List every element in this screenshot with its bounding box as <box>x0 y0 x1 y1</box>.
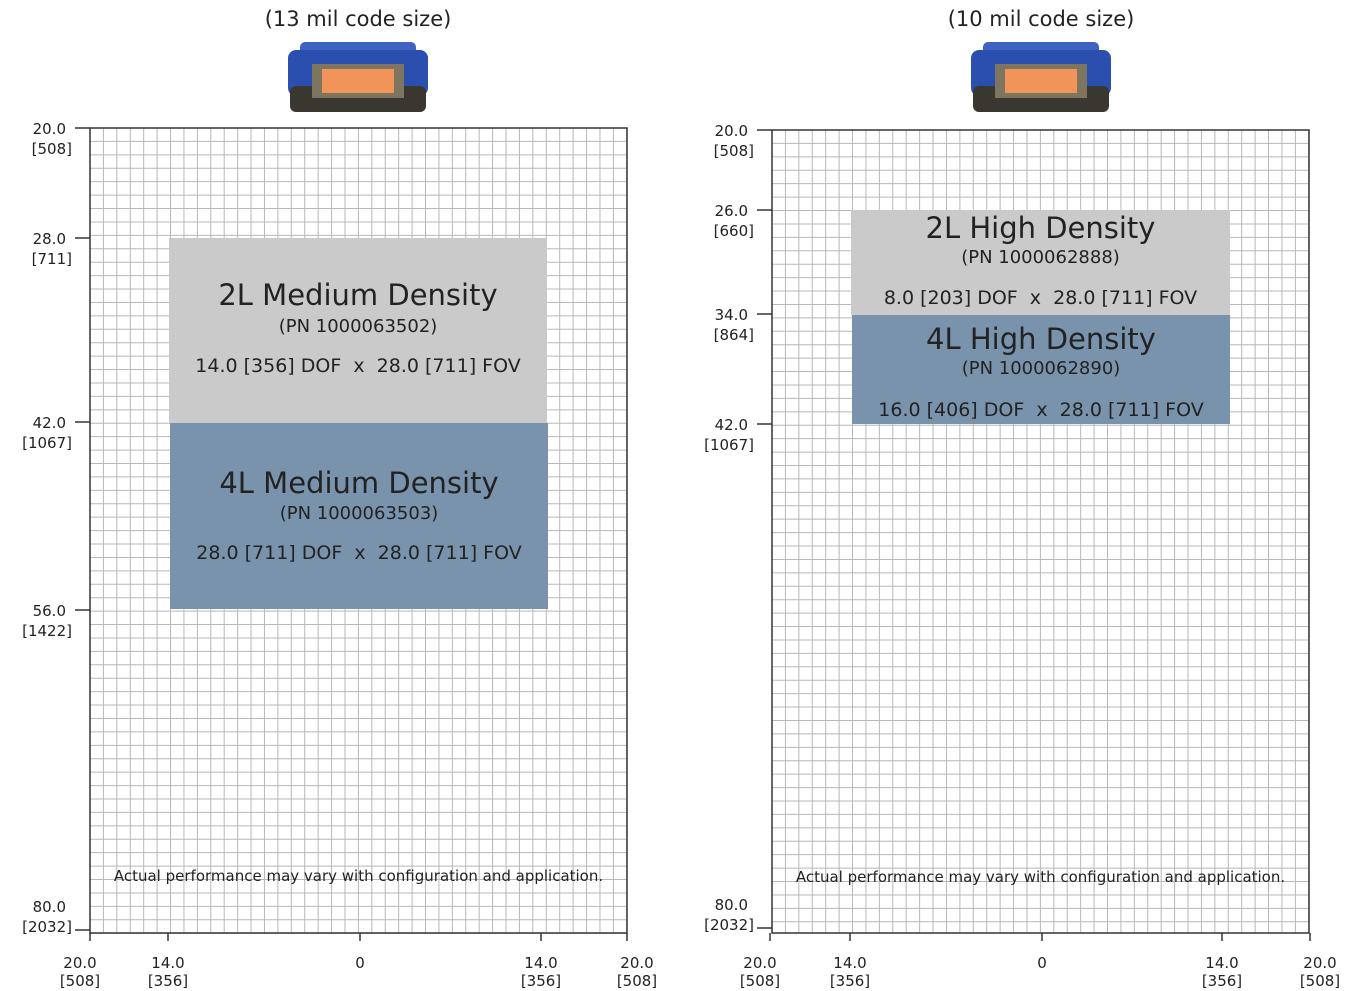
zone-spec: 16.0 [406] DOF x 28.0 [711] FOV <box>878 399 1203 421</box>
zone-name: 2L High Density <box>926 211 1156 245</box>
x-tick-label: 20.0 <box>743 954 776 972</box>
x-tick-metric: [508] <box>1300 972 1340 990</box>
x-tick-metric: [508] <box>740 972 780 990</box>
zone-spec: 14.0 [356] DOF x 28.0 [711] FOV <box>195 355 520 377</box>
zone-part-number: (PN 1000063502) <box>279 316 438 337</box>
x-tick-label: 0 <box>1037 954 1047 972</box>
y-tick-label: 56.0 <box>33 602 66 620</box>
scanner-image <box>971 42 1111 112</box>
x-tick-label: 20.0 <box>63 954 96 972</box>
zone <box>170 423 548 609</box>
y-tick-label: 26.0 <box>715 202 748 220</box>
y-tick-metric: [2032] <box>704 916 754 934</box>
x-tick-label: 20.0 <box>1303 954 1336 972</box>
x-tick-metric: [508] <box>60 972 100 990</box>
y-tick-label: 80.0 <box>33 898 66 916</box>
y-tick-label: 20.0 <box>715 122 748 140</box>
y-tick-metric: [1067] <box>22 434 72 452</box>
x-tick-metric: [356] <box>1202 972 1242 990</box>
x-tick-label: 14.0 <box>833 954 866 972</box>
zone-part-number: (PN 1000062888) <box>961 247 1120 268</box>
y-tick-label: 20.0 <box>33 120 66 138</box>
x-tick-label: 0 <box>355 954 365 972</box>
x-tick-label: 14.0 <box>1205 954 1238 972</box>
y-tick-metric: [508] <box>32 140 72 158</box>
panel-title: (13 mil code size) <box>265 7 452 31</box>
zone <box>169 238 547 423</box>
zone-part-number: (PN 1000062890) <box>962 358 1121 379</box>
y-tick-label: 80.0 <box>715 896 748 914</box>
x-tick-metric: [356] <box>830 972 870 990</box>
plot-frame <box>771 129 1310 934</box>
panel-title: (10 mil code size) <box>948 7 1135 31</box>
zone-spec: 28.0 [711] DOF x 28.0 [711] FOV <box>196 542 521 564</box>
x-tick-label: 20.0 <box>620 954 653 972</box>
scanner-window <box>322 69 394 93</box>
x-tick-metric: [356] <box>148 972 188 990</box>
zone-spec: 8.0 [203] DOF x 28.0 [711] FOV <box>884 287 1197 309</box>
y-tick-metric: [1422] <box>22 622 72 640</box>
y-tick-label: 28.0 <box>33 230 66 248</box>
y-tick-label: 34.0 <box>715 306 748 324</box>
zone-name: 4L Medium Density <box>219 466 498 500</box>
y-tick-metric: [508] <box>714 142 754 160</box>
y-tick-metric: [1067] <box>704 436 754 454</box>
zone <box>851 210 1230 315</box>
note: Actual performance may vary with configu… <box>114 867 603 885</box>
x-tick-label: 14.0 <box>151 954 184 972</box>
x-tick-metric: [356] <box>521 972 561 990</box>
y-tick-metric: [864] <box>714 326 754 344</box>
y-tick-metric: [711] <box>32 250 72 268</box>
note: Actual performance may vary with configu… <box>796 868 1285 886</box>
panel: (13 mil code size) 2L Medium Density (PN 1… <box>22 7 657 990</box>
y-tick-metric: [660] <box>714 222 754 240</box>
zone-part-number: (PN 1000063503) <box>280 503 439 524</box>
zone-name: 4L High Density <box>926 322 1156 356</box>
plot-frame <box>89 127 628 934</box>
y-tick-label: 42.0 <box>33 414 66 432</box>
x-tick-metric: [508] <box>617 972 657 990</box>
zone-name: 2L Medium Density <box>218 278 497 312</box>
panel: (10 mil code size)2L High Density(PN 100… <box>704 7 1340 990</box>
zone <box>852 315 1230 424</box>
scanner-image <box>288 42 428 112</box>
x-tick-label: 14.0 <box>524 954 557 972</box>
scanner-window <box>1005 69 1077 93</box>
y-tick-label: 42.0 <box>715 416 748 434</box>
y-tick-metric: [2032] <box>22 918 72 936</box>
